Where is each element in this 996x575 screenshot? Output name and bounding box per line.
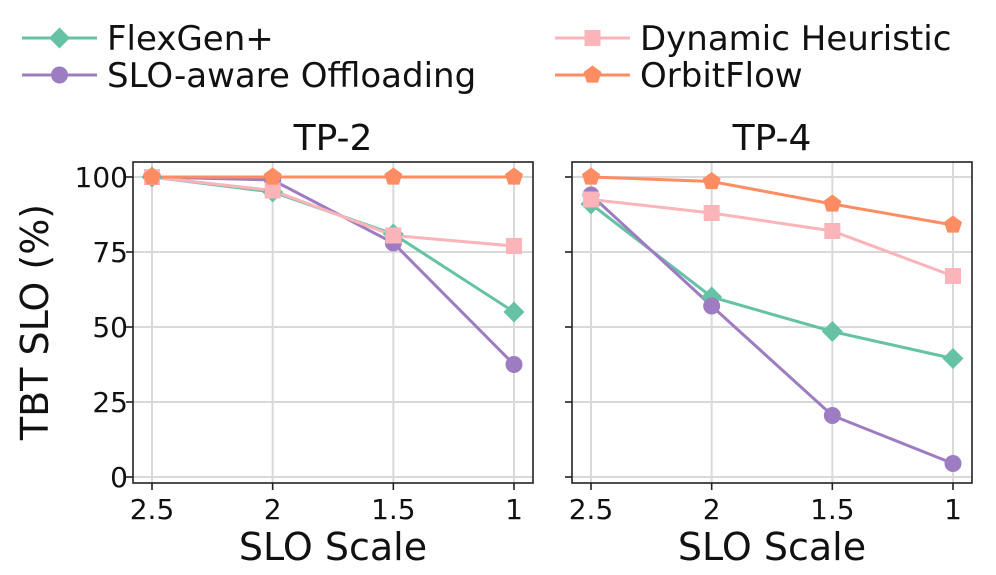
tp-2-point-orbitflow-0: [142, 167, 162, 185]
tp-4-series-dynamic-heuristic-line: [590, 198, 954, 278]
tp-4-point-flexgen-2: [821, 321, 843, 342]
tp-4-point-slo-aware-offloading-2: [823, 407, 841, 424]
tp-2-point-flexgen-3: [503, 301, 525, 323]
legend-dynamic-heuristic-label: Dynamic Heuristic: [640, 19, 951, 59]
tp-2-point-dynamic-heuristic-3: [506, 238, 522, 254]
tp-2-x-tick-label-3: 1: [505, 493, 523, 526]
tp-4-point-slo-aware-offloading-1: [703, 297, 721, 315]
tp-4-point-orbitflow-0: [581, 167, 601, 185]
tp-2-x-tick-label-0: 2.5: [130, 493, 175, 526]
tp-4-point-orbitflow-3: [943, 215, 963, 233]
tp-4-x-tick-label-1: 2: [703, 493, 721, 526]
legend-flexgen-label: FlexGen+: [107, 19, 274, 59]
tp-2-series-flexgen-line: [151, 175, 515, 314]
tp-2-series-slo-aware-offloading-line: [151, 175, 516, 366]
tp-4-point-orbitflow-2: [823, 194, 842, 212]
y-tick-label-0: 0: [110, 461, 128, 494]
legend-slo-aware-offloading-label: SLO-aware Offloading: [107, 56, 476, 96]
tp-4-x-tick-label-3: 1: [944, 493, 962, 526]
y-tick-label-100: 100: [75, 161, 128, 194]
tp-4-title: TP-4: [732, 118, 812, 159]
tp-4-point-dynamic-heuristic-1: [703, 205, 720, 221]
legend: FlexGen+SLO-aware Offloading Dynamic Heur…: [22, 19, 951, 96]
panel-tp2: 2.5 2 1.5 1 0 25 50 75 100 TP-2 SLO Scale: [75, 118, 534, 569]
y-tick-label-75: 75: [92, 236, 128, 269]
tp-2-point-orbitflow-1: [263, 167, 282, 185]
tp-2-point-orbitflow-2: [384, 167, 403, 185]
tp-4-point-dynamic-heuristic-3: [945, 268, 961, 284]
tp-2-title: TP-2: [293, 118, 373, 159]
panel-tp4: 2.5 2 1.5 1 TP-4 SLO Scale: [565, 118, 973, 569]
tp-2-x-tick-label-2: 1.5: [371, 493, 416, 526]
y-tick-label-25: 25: [92, 386, 128, 419]
tp-2-plot-frame: [132, 161, 534, 484]
tp-2-point-dynamic-heuristic-1: [264, 182, 281, 199]
tp-4-plot-frame: [571, 161, 973, 484]
y-tick-label-50: 50: [92, 311, 128, 344]
tp-4-point-dynamic-heuristic-2: [824, 223, 841, 239]
tp-2-point-orbitflow-3: [504, 167, 524, 185]
tp-2-point-slo-aware-offloading-3: [505, 356, 523, 373]
tp-4-x-axis-label: SLO Scale: [678, 525, 866, 569]
legend-dynamic-heuristic-marker: [584, 30, 601, 46]
tp-4-x-tick-label-0: 2.5: [569, 493, 614, 526]
legend-orbitflow-marker: [583, 65, 602, 83]
tp-4-point-slo-aware-offloading-3: [944, 455, 962, 472]
tp-4-x-tick-label-2: 1.5: [810, 493, 855, 526]
y-axis-label: TBT SLO (%): [13, 204, 57, 441]
tp-4-point-orbitflow-1: [702, 172, 721, 190]
tp-2-x-axis-label: SLO Scale: [239, 525, 427, 569]
legend-slo-aware-offloading-marker: [51, 66, 68, 84]
legend-flexgen-marker: [49, 27, 70, 49]
tp-2-x-tick-label-1: 2: [264, 493, 282, 526]
tp-4-point-dynamic-heuristic-0: [583, 191, 599, 208]
tp-4-series-flexgen-line: [590, 202, 954, 360]
tp-2-series-dynamic-heuristic-line: [151, 175, 515, 248]
legend-orbitflow-label: OrbitFlow: [640, 56, 803, 96]
tp-4-point-flexgen-3: [942, 348, 964, 369]
tp-4-series-slo-aware-offloading-line: [589, 193, 954, 465]
tp-2-point-dynamic-heuristic-2: [385, 227, 402, 244]
tp-4-series-orbitflow-line: [590, 175, 954, 227]
